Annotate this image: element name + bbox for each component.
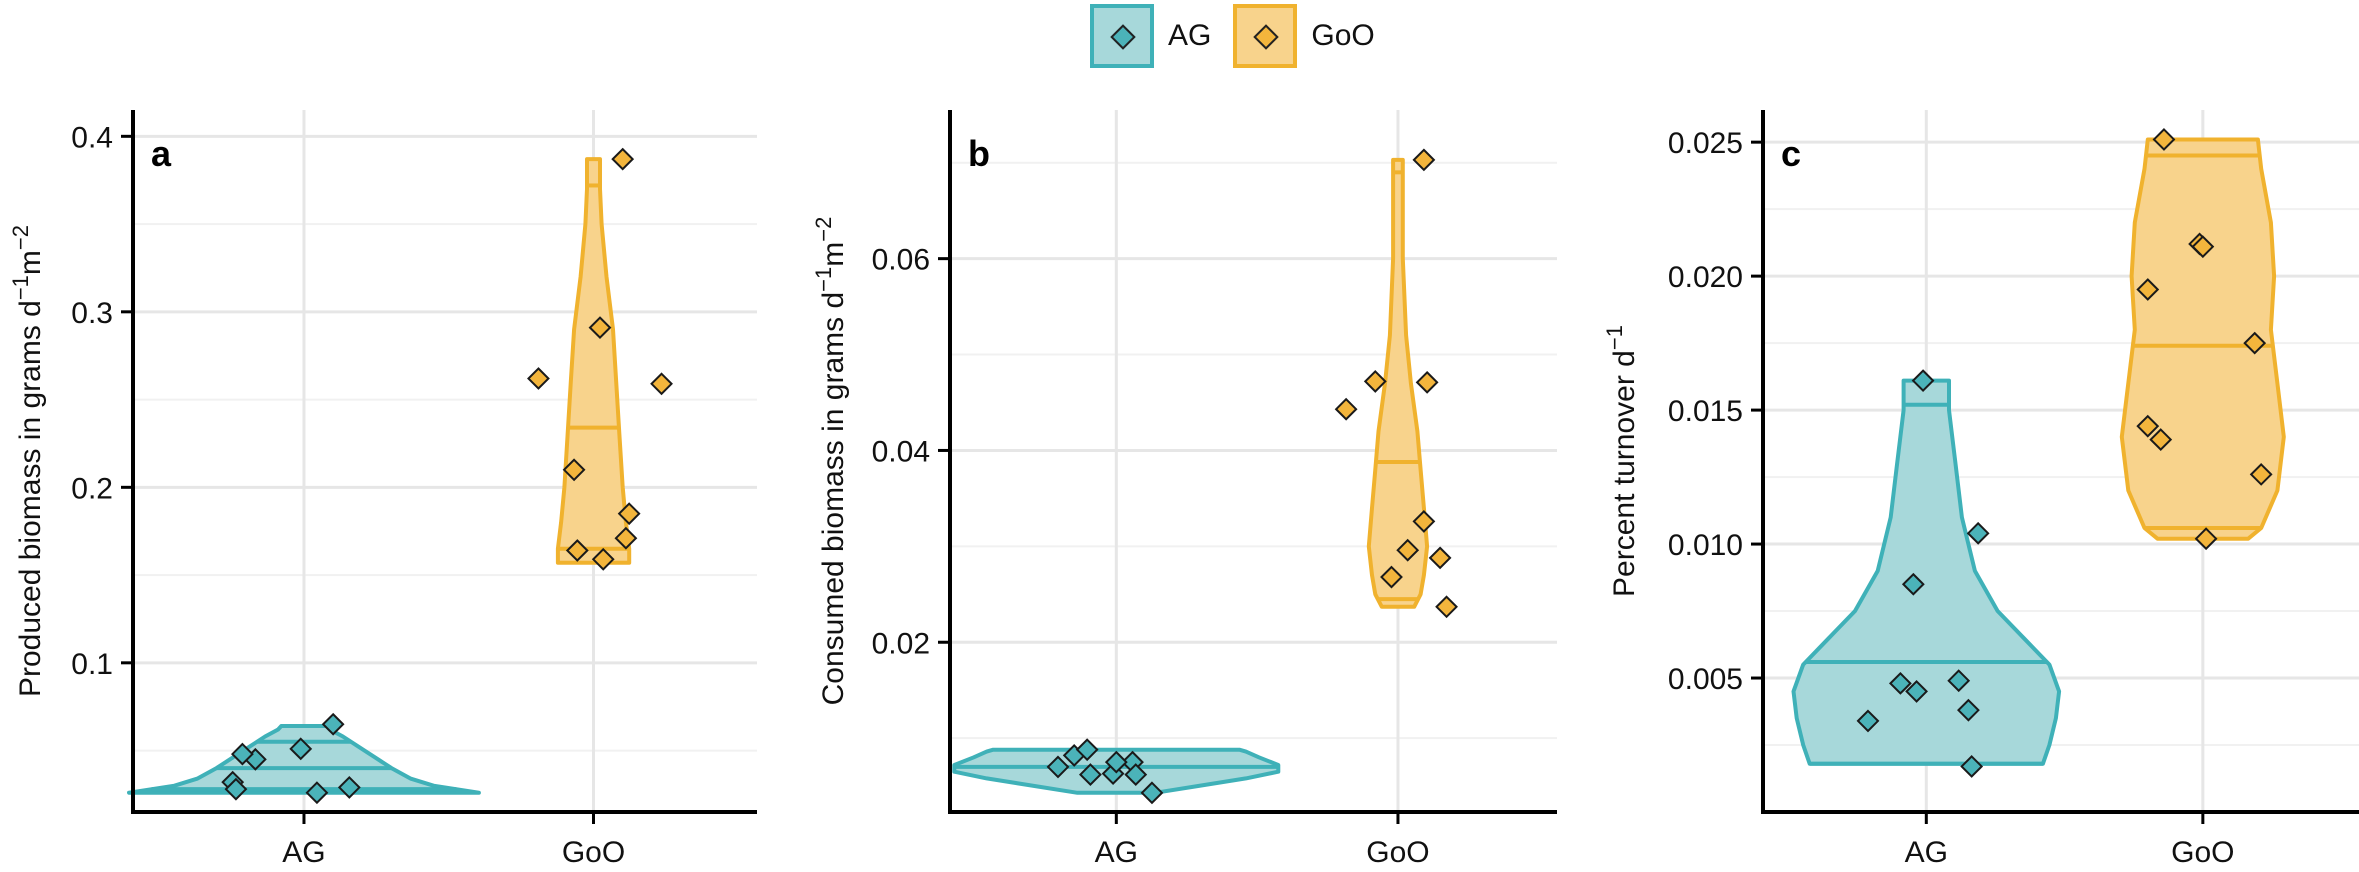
violin-goo (555, 157, 632, 565)
data-point (1947, 669, 1971, 693)
y-axis-title-text: m (817, 242, 850, 267)
y-axis-title: Percent turnover d−1 (1602, 325, 1641, 597)
y-axis-title-superscript: −1 (8, 275, 33, 300)
data-point (2243, 331, 2267, 355)
data-point (1078, 763, 1102, 787)
data-point (1412, 148, 1436, 172)
y-axis-title-text: Percent turnover d (1608, 350, 1641, 597)
y-axis-title-text: Produced biomass in grams d (14, 300, 47, 697)
legend-key-goo (1233, 4, 1298, 68)
data-point (1101, 762, 1125, 786)
data-point (614, 526, 638, 550)
y-tick-label: 0.4 (71, 121, 113, 154)
data-point (1046, 755, 1070, 779)
y-tick-label: 0.02 (872, 627, 930, 660)
y-axis-title: Produced biomass in grams d−1m−2 (8, 225, 47, 697)
data-point (1380, 565, 1403, 589)
data-point (2136, 278, 2160, 301)
data-point (617, 502, 641, 526)
violin-ag (1791, 378, 2062, 766)
x-tick-label: GoO (1366, 836, 1429, 869)
legend-label-goo: GoO (1311, 19, 1375, 52)
panel-label: c (1781, 133, 1801, 174)
diamond-icon (1253, 24, 1280, 50)
data-point (305, 781, 329, 805)
x-tick-label: AG (282, 836, 325, 869)
y-axis-title-superscript: −2 (8, 225, 33, 250)
y-tick-label: 0.3 (71, 297, 113, 330)
data-point (1140, 781, 1164, 805)
y-axis-title-superscript: −1 (811, 267, 836, 292)
data-point (1888, 671, 1912, 695)
data-point (231, 742, 254, 766)
data-point (2249, 462, 2273, 486)
panel-b: 0.02 0.04 0.06 AG GoO b Consumed biomass in gr… (811, 110, 1557, 869)
data-point (1905, 680, 1928, 703)
y-tick-label: 0.005 (1668, 663, 1743, 696)
data-point (2136, 414, 2160, 438)
panel-label: a (151, 133, 172, 174)
data-point (611, 147, 635, 171)
y-axis-title: Consumed biomass in grams d−1m−2 (811, 217, 850, 706)
data-point (1104, 750, 1128, 774)
data-point (1901, 572, 1925, 596)
data-point (562, 458, 586, 482)
data-point (1124, 763, 1148, 787)
y-axis-title-text: Consumed biomass in grams d (817, 292, 850, 706)
data-point (650, 372, 673, 396)
data-point (1957, 698, 1980, 722)
y-tick-label: 0.010 (1668, 529, 1743, 562)
data-point (588, 316, 612, 340)
data-point (2149, 428, 2173, 451)
x-tick-label: AG (1095, 836, 1138, 869)
data-point (591, 547, 615, 571)
y-axis-title-superscript: −2 (811, 217, 836, 242)
legend-label-ag: AG (1168, 19, 1212, 52)
data-point (1334, 397, 1358, 421)
data-point (1911, 369, 1935, 393)
data-point (289, 737, 313, 761)
y-tick-label: 0.025 (1668, 127, 1743, 160)
y-axis-title-text: m (14, 250, 47, 275)
diamond-icon (1110, 24, 1136, 50)
violin-ag (127, 724, 481, 795)
data-point (1960, 755, 1984, 778)
data-point (321, 712, 345, 736)
data-point (2152, 128, 2176, 151)
y-tick-label: 0.2 (71, 472, 113, 505)
data-point (1856, 709, 1880, 733)
x-tick-label: AG (1905, 836, 1948, 869)
y-tick-label: 0.04 (872, 435, 930, 468)
data-point (2194, 527, 2218, 551)
legend-item-goo: GoO (1233, 4, 1375, 68)
data-point (527, 367, 550, 390)
data-point (1966, 521, 1990, 545)
data-point (1435, 595, 1458, 619)
y-tick-label: 0.015 (1668, 395, 1743, 428)
data-point (1428, 546, 1452, 570)
data-point (1363, 369, 1387, 393)
data-point (224, 777, 248, 801)
y-tick-label: 0.1 (71, 648, 113, 681)
data-point (337, 776, 361, 799)
legend: AG GoO (1090, 0, 1397, 72)
data-point (1412, 510, 1436, 533)
x-tick-label: GoO (562, 836, 625, 869)
y-tick-label: 0.06 (872, 244, 930, 277)
legend-item-ag: AG (1090, 4, 1211, 68)
data-point (1075, 738, 1099, 762)
data-point (2191, 235, 2215, 259)
legend-key-ag (1090, 4, 1154, 68)
data-point (1396, 538, 1420, 562)
x-tick-label: GoO (2171, 836, 2234, 869)
panel-c: 0.005 0.010 0.015 0.020 0.025 AG GoO c Percent t… (1602, 110, 2359, 869)
y-tick-label: 0.020 (1668, 261, 1743, 294)
panel-label: b (968, 133, 990, 174)
panel-a: 0.1 0.2 0.3 0.4 AG GoO a Produced biomass in gr… (8, 110, 757, 869)
y-axis-title-superscript: −1 (1602, 325, 1627, 350)
data-point (565, 539, 589, 562)
data-point (1415, 370, 1439, 394)
